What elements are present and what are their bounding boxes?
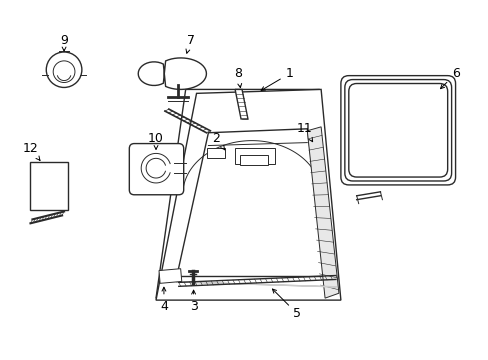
Text: 1: 1 bbox=[261, 67, 293, 90]
Text: 10: 10 bbox=[148, 132, 163, 149]
FancyBboxPatch shape bbox=[129, 144, 183, 195]
Text: 11: 11 bbox=[296, 122, 312, 142]
Bar bbox=[235, 148, 274, 164]
Text: 4: 4 bbox=[160, 287, 167, 312]
Polygon shape bbox=[306, 127, 338, 298]
Bar bbox=[240, 156, 267, 165]
Text: 2: 2 bbox=[212, 132, 224, 150]
Polygon shape bbox=[235, 89, 247, 119]
Text: 6: 6 bbox=[440, 67, 459, 89]
Bar bbox=[207, 148, 225, 158]
Text: 7: 7 bbox=[185, 34, 194, 53]
Text: 5: 5 bbox=[272, 289, 301, 320]
Circle shape bbox=[46, 52, 81, 87]
Bar bbox=[30, 162, 68, 210]
Bar bbox=[159, 269, 182, 283]
Text: 9: 9 bbox=[60, 34, 68, 51]
Polygon shape bbox=[156, 89, 338, 298]
Text: 8: 8 bbox=[234, 67, 242, 87]
Polygon shape bbox=[138, 58, 206, 89]
Text: 12: 12 bbox=[22, 142, 40, 160]
Circle shape bbox=[53, 61, 75, 82]
Text: 3: 3 bbox=[189, 290, 197, 312]
Polygon shape bbox=[156, 89, 340, 300]
Polygon shape bbox=[177, 129, 326, 276]
